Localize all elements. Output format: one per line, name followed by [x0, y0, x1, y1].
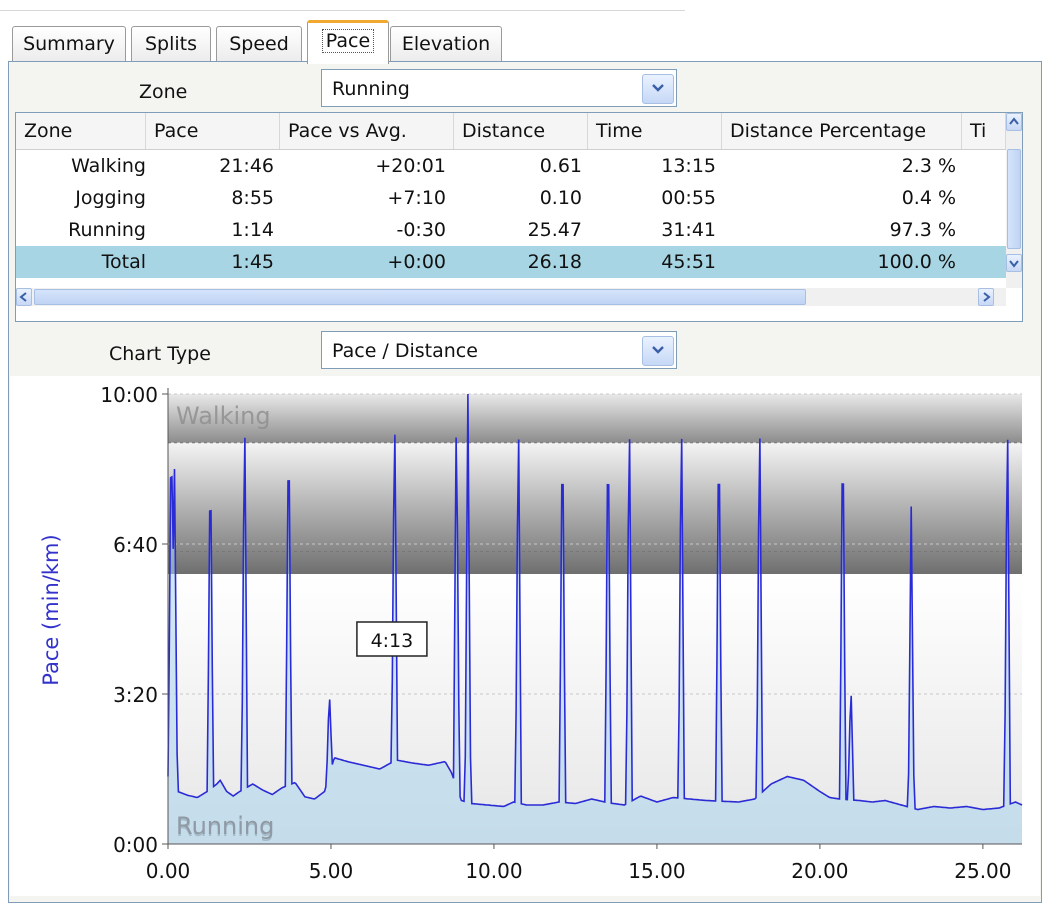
x-tick-label: 0.00: [146, 859, 191, 883]
pace-tooltip-box: [356, 621, 428, 657]
cell-distance: 25.47: [527, 219, 582, 241]
cell-pace: 8:55: [231, 187, 274, 209]
zone-dropdown[interactable]: Running: [321, 69, 677, 107]
cell-distance: 26.18: [527, 251, 582, 273]
vertical-scrollbar[interactable]: [1006, 113, 1022, 288]
x-tick-label: 20.00: [791, 859, 848, 883]
tab-elevation-label: Elevation: [401, 33, 491, 55]
pace-line: [167, 393, 1023, 811]
chevron-down-icon[interactable]: [642, 74, 674, 104]
scroll-right-button[interactable]: [978, 288, 994, 306]
tab-summary[interactable]: Summary: [12, 26, 126, 61]
cell-time: 45:51: [661, 251, 716, 273]
tab-splits-label: Splits: [144, 33, 198, 55]
tab-pace-label: Pace: [321, 29, 375, 53]
axes: Pace (min/km) 0:00 3:20 6:40 10:00 0.00 5.00 1…: [39, 383, 1022, 883]
y-tick-label: 3:20: [113, 683, 158, 707]
cell-distance: 0.61: [539, 155, 582, 177]
top-strip: [0, 0, 1048, 18]
cell-pace-vs-avg: -0:30: [396, 219, 446, 241]
table-row[interactable]: Jogging 8:55 +7:10 0.10 00:55 0.4 %: [16, 182, 1006, 214]
cell-zone: Walking: [71, 155, 146, 177]
tab-summary-label: Summary: [23, 33, 115, 55]
tab-pace[interactable]: Pace: [307, 20, 389, 64]
annotations: 4:13: [356, 621, 428, 657]
zone-label-running-overlay: Running: [176, 812, 274, 840]
tab-splits[interactable]: Splits: [131, 26, 211, 61]
y-tick-label: 10:00: [100, 383, 158, 407]
cell-time: 31:41: [661, 219, 716, 241]
table-row[interactable]: Running 1:14 -0:30 25.47 31:41 97.3 %: [16, 214, 1006, 246]
cell-distance-pct: 0.4 %: [901, 187, 956, 209]
column-header-zone[interactable]: Zone: [16, 113, 146, 149]
x-tick-label: 25.00: [954, 859, 1011, 883]
cell-pace: 21:46: [219, 155, 274, 177]
chart-type-dropdown-value: Pace / Distance: [332, 340, 478, 362]
vertical-scroll-thumb[interactable]: [1007, 149, 1021, 249]
pace-tooltip-text: 4:13: [371, 630, 414, 652]
chart-type-dropdown[interactable]: Pace / Distance: [321, 331, 677, 369]
column-header-time-percentage[interactable]: Ti: [962, 113, 1006, 149]
column-header-distance-percentage[interactable]: Distance Percentage: [722, 113, 962, 149]
table-row-total[interactable]: Total 1:45 +0:00 26.18 45:51 100.0 %: [16, 246, 1006, 278]
cell-zone: Jogging: [75, 187, 146, 209]
chevron-down-icon[interactable]: [642, 336, 674, 366]
y-axis-label: Pace (min/km): [39, 534, 63, 685]
cell-zone: Running: [68, 219, 146, 241]
tab-elevation[interactable]: Elevation: [390, 26, 502, 61]
zone-dropdown-value: Running: [332, 78, 410, 100]
table-header: Zone Pace Pace vs Avg. Distance Time Dis…: [16, 113, 1006, 150]
table-row[interactable]: Walking 21:46 +20:01 0.61 13:15 2.3 %: [16, 150, 1006, 182]
top-divider: [0, 10, 685, 11]
cell-zone: Total: [101, 251, 146, 273]
cell-distance: 0.10: [539, 187, 582, 209]
x-tick-label: 5.00: [309, 859, 354, 883]
column-header-pace-vs-avg[interactable]: Pace vs Avg.: [280, 113, 454, 149]
cell-distance-pct: 100.0 %: [877, 251, 957, 273]
y-tick-label: 0:00: [113, 833, 158, 857]
column-header-pace[interactable]: Pace: [146, 113, 280, 149]
scroll-left-button[interactable]: [16, 288, 32, 306]
cell-pace: 1:45: [231, 251, 274, 273]
tab-speed[interactable]: Speed: [216, 26, 302, 61]
zone-band-walking: [168, 394, 1022, 443]
cell-distance-pct: 2.3 %: [901, 155, 956, 177]
cell-pace-vs-avg: +20:01: [375, 155, 446, 177]
x-tick-label: 10.00: [465, 859, 522, 883]
zone-bands: WalkingJoggingRunning: [168, 394, 1022, 844]
cell-time: 13:15: [661, 155, 716, 177]
chart-type-label: Chart Type: [109, 343, 211, 365]
horizontal-scroll-thumb[interactable]: [34, 289, 806, 305]
horizontal-scrollbar[interactable]: [16, 288, 1006, 306]
cell-distance-pct: 97.3 %: [889, 219, 956, 241]
x-tick-label: 15.00: [628, 859, 685, 883]
cell-pace-vs-avg: +0:00: [387, 251, 446, 273]
column-header-time[interactable]: Time: [588, 113, 722, 149]
zone-label-walking: Walking: [176, 402, 271, 430]
column-header-distance[interactable]: Distance: [454, 113, 588, 149]
zone-label: Zone: [139, 81, 188, 103]
pace-distance-chart[interactable]: WalkingJoggingRunning Running Pace (min/…: [0, 376, 1048, 896]
y-tick-label: 6:40: [113, 533, 158, 557]
scroll-down-button[interactable]: [1006, 254, 1022, 272]
zone-band-jogging: [168, 442, 1022, 574]
cell-time: 00:55: [661, 187, 716, 209]
cell-pace-vs-avg: +7:10: [387, 187, 446, 209]
zone-table: Zone Pace Pace vs Avg. Distance Time Dis…: [15, 112, 1023, 322]
pace-series: Running: [167, 393, 1023, 844]
cell-pace: 1:14: [231, 219, 274, 241]
scroll-up-button[interactable]: [1006, 113, 1022, 131]
pace-area-fill: [168, 394, 1022, 844]
tab-speed-label: Speed: [229, 33, 289, 55]
